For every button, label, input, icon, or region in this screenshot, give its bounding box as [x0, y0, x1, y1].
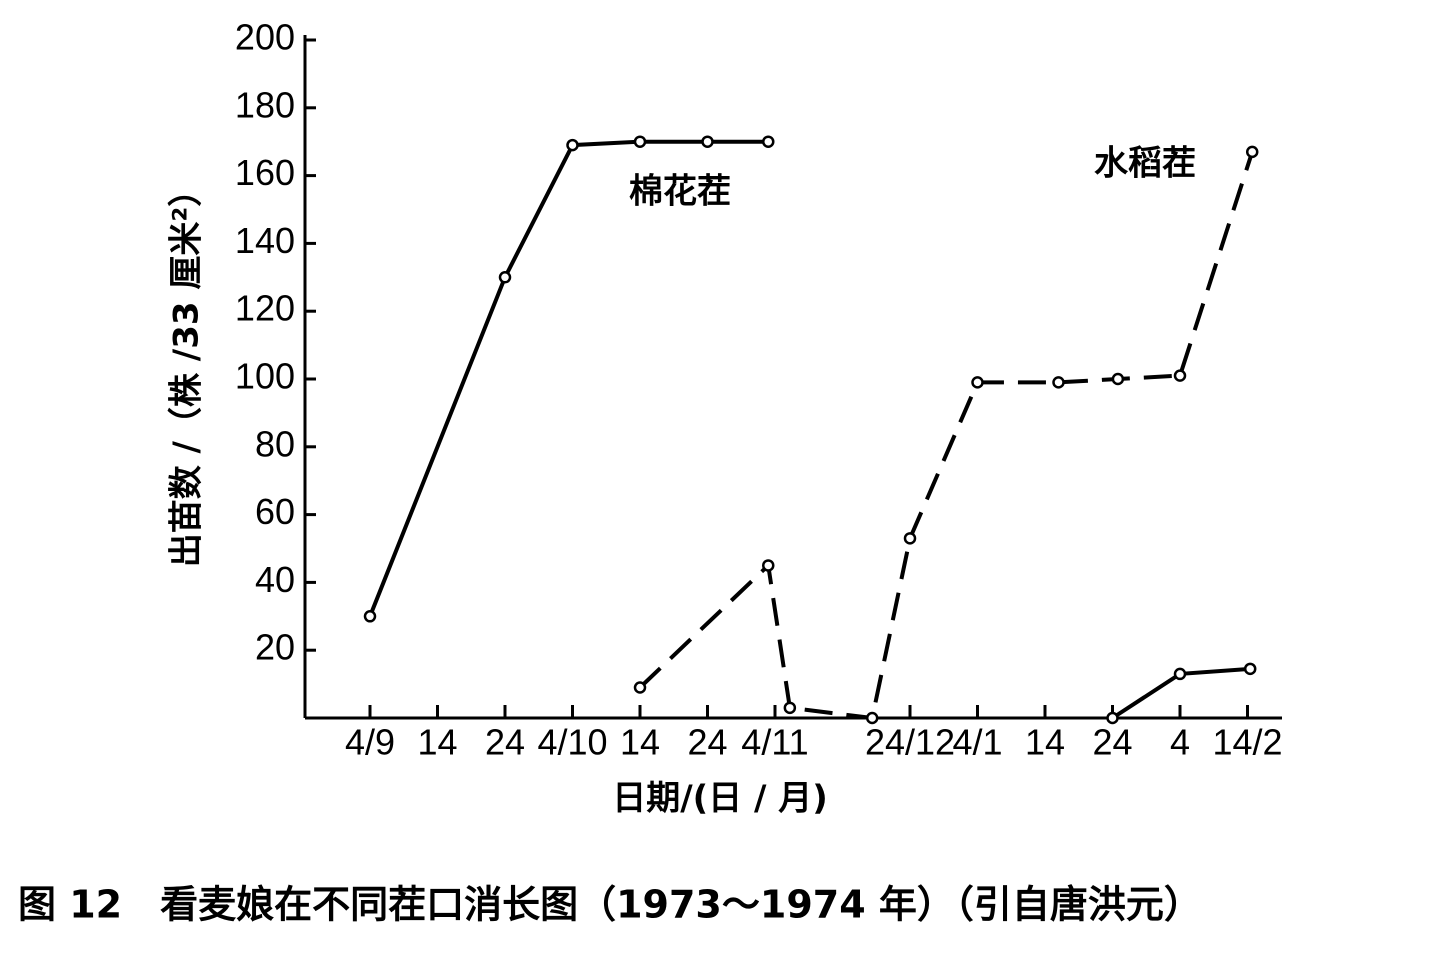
y-tick-label: 40: [255, 559, 295, 600]
y-tick-label: 180: [235, 84, 295, 125]
x-axis-label: 日期/(日 / 月): [612, 779, 828, 819]
y-tick-label: 20: [255, 627, 295, 668]
x-tick-label: 4/10: [537, 722, 607, 763]
data-point: [783, 701, 797, 715]
data-point: [363, 610, 377, 623]
data-point: [633, 681, 647, 694]
y-tick-label: 140: [235, 220, 295, 261]
y-tick-label: 200: [235, 17, 295, 58]
y-axis-label: 出苗数 /（株 /33 厘米²）: [167, 173, 207, 568]
data-point: [762, 135, 775, 148]
x-tick-label: 24: [485, 722, 525, 763]
x-tick-label: 4/11: [741, 722, 808, 763]
series-name: 水稻茬: [1094, 144, 1196, 184]
data-point: [1243, 662, 1257, 676]
data-point: [1052, 376, 1065, 389]
x-tick-label: 4/1: [952, 722, 1002, 763]
data-point: [633, 135, 647, 148]
x-tick-label: 24: [687, 722, 727, 763]
x-tick-label: 14/2: [1212, 722, 1282, 763]
x-tick-label: 4: [1170, 722, 1190, 763]
data-point: [566, 138, 579, 152]
x-tick-label: 24: [1092, 722, 1132, 763]
data-point: [1173, 369, 1187, 382]
caption: 图 12 看麦娘在不同茬口消长图（1973～1974 年）（引自唐洪元）: [18, 883, 1202, 927]
data-point: [498, 271, 512, 284]
series-line: [368, 139, 1251, 720]
y-tick-label: 100: [235, 356, 295, 397]
x-tick-label: 24/12: [865, 722, 955, 763]
y-tick-label: 160: [235, 152, 295, 193]
x-tick-label: 14: [1025, 722, 1065, 763]
x-tick-label: 14: [417, 722, 457, 763]
data-point: [971, 376, 984, 389]
data-point: [1106, 711, 1119, 725]
series-line: [638, 151, 1255, 721]
data-point: [865, 711, 879, 725]
y-tick-label: 80: [255, 423, 295, 464]
data-point: [1173, 667, 1187, 681]
data-point: [762, 559, 775, 572]
data-point: [903, 532, 917, 545]
x-tick-label: 14: [620, 722, 660, 763]
data-point: [701, 135, 714, 148]
data-point: [1111, 372, 1125, 386]
data-point: [1245, 145, 1259, 159]
y-tick-label: 60: [255, 491, 295, 532]
y-tick-label: 120: [235, 288, 295, 329]
x-tick-label: 4/9: [345, 722, 395, 763]
series-name: 棉花茬: [629, 172, 731, 212]
